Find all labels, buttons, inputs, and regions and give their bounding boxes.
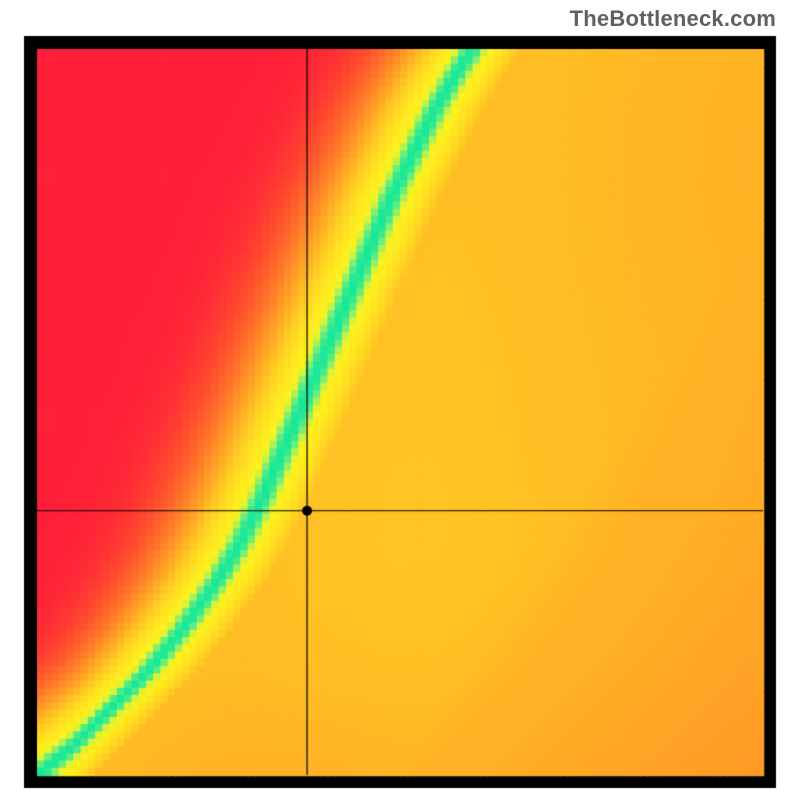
bottleneck-heatmap — [0, 0, 800, 800]
